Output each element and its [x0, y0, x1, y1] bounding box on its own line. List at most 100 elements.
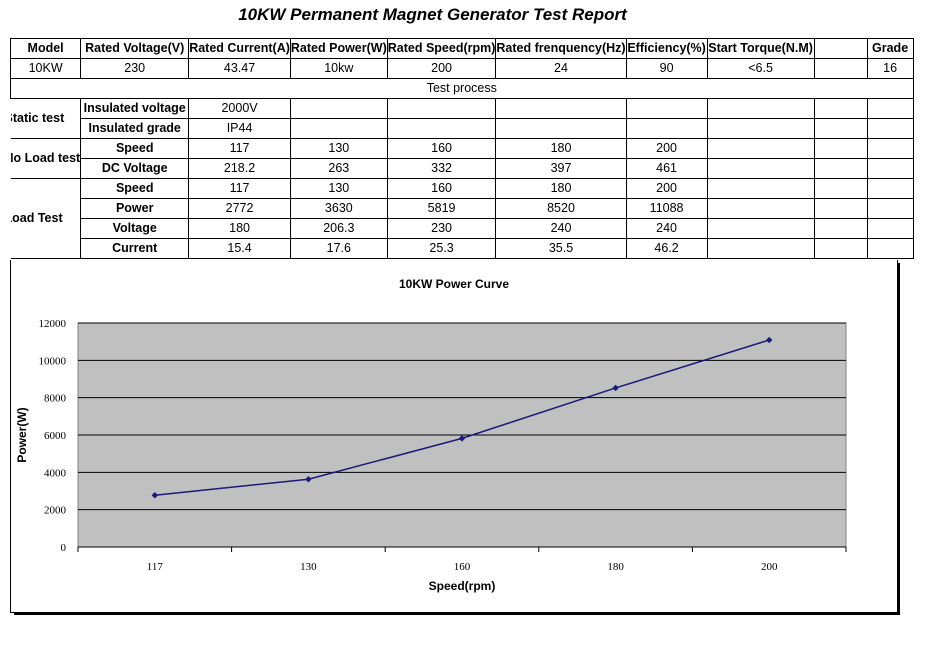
- table-row: Voltage 180 206.3 230 240 240: [11, 218, 914, 239]
- data-cell: 332: [386, 158, 497, 179]
- x-tick-label: 160: [454, 561, 471, 573]
- data-cell: IP44: [188, 118, 291, 139]
- header-cell: [813, 38, 868, 59]
- value-cell: [813, 58, 868, 79]
- data-point: [305, 476, 312, 483]
- data-cell: 461: [625, 158, 708, 179]
- data-cell: 11088: [625, 198, 708, 219]
- table-row: Load Test Speed 117 130 160 180 200: [10, 178, 914, 259]
- value-cell: 90: [625, 58, 708, 79]
- value-cell: 10KW: [9, 58, 82, 79]
- data-cell: 240: [625, 218, 708, 239]
- row-label: Power: [80, 198, 190, 219]
- table-row: Current 15.4 17.6 25.3 35.5 46.2: [11, 238, 914, 259]
- chart-panel: 10KW Power Curve 0 2000 4000 6000 8000 10000 12…: [10, 260, 898, 613]
- y-tick-label: 12000: [39, 318, 67, 330]
- table-row: Insulated grade IP44: [11, 118, 914, 139]
- chart-shadow: [897, 263, 900, 615]
- data-cell: 2000V: [188, 98, 291, 119]
- data-cell: 263: [289, 158, 388, 179]
- spec-table: Model Rated Voltage(V) Rated Current(A) …: [9, 38, 914, 259]
- table-row: Static test Insulated voltage 2000V: [10, 98, 914, 139]
- chart-shadow: [14, 612, 900, 615]
- header-cell: Rated frenquency(Hz): [495, 38, 627, 59]
- row-label: Voltage: [80, 218, 190, 239]
- value-cell: 43.47: [188, 58, 291, 79]
- data-cell: 8520: [495, 198, 627, 219]
- data-cell: 15.4: [188, 238, 291, 259]
- value-cell: 16: [866, 58, 914, 79]
- row-label: Insulated grade: [80, 118, 190, 139]
- spec-value-row: 10KW 230 43.47 10kw 200 24 90 <6.5 16: [9, 58, 914, 79]
- data-cell: 180: [188, 218, 291, 239]
- data-cell: 230: [386, 218, 497, 239]
- y-tick-label: 10000: [39, 355, 67, 367]
- data-cell: 35.5: [495, 238, 627, 259]
- row-label: Speed: [80, 178, 190, 199]
- y-tick-label: 8000: [44, 393, 67, 405]
- row-label: Speed: [80, 138, 190, 159]
- x-tick-label: 117: [147, 561, 164, 573]
- section-load-test: Load Test: [10, 178, 82, 259]
- data-cell: 117: [188, 138, 291, 159]
- header-cell: Rated Power(W): [289, 38, 388, 59]
- value-cell: 10kw: [289, 58, 388, 79]
- data-cell: 240: [495, 218, 627, 239]
- test-process-label: Test process: [10, 78, 914, 99]
- table-row: DC Voltage 218.2 263 332 397 461: [11, 158, 914, 179]
- row-label: DC Voltage: [80, 158, 190, 179]
- data-cell: 5819: [386, 198, 497, 219]
- table-row: Power 2772 3630 5819 8520 11088: [11, 198, 914, 219]
- data-cell: 46.2: [625, 238, 708, 259]
- data-cell: 200: [625, 138, 708, 159]
- table-row: No Load test Speed 117 130 160 180 200: [10, 138, 914, 179]
- data-cell: 206.3: [289, 218, 388, 239]
- data-cell: 25.3: [386, 238, 497, 259]
- y-tick-label: 6000: [44, 430, 67, 442]
- chart-title: 10KW Power Curve: [399, 277, 509, 291]
- header-cell: Rated Speed(rpm): [386, 38, 497, 59]
- data-cell: 397: [495, 158, 627, 179]
- row-label: Insulated voltage: [80, 98, 190, 119]
- test-process-row: Test process: [10, 78, 914, 99]
- header-cell: Start Torque(N.M): [706, 38, 815, 59]
- x-axis-label: Speed(rpm): [429, 579, 496, 593]
- data-cell: 130: [289, 138, 388, 159]
- data-cell: 117: [188, 178, 291, 199]
- data-cell: 130: [289, 178, 388, 199]
- value-cell: <6.5: [706, 58, 815, 79]
- y-axis-label: Power(W): [15, 407, 29, 462]
- x-tick-label: 180: [607, 561, 624, 573]
- header-cell: Rated Current(A): [188, 38, 291, 59]
- value-cell: 230: [80, 58, 190, 79]
- y-tick-label: 2000: [44, 505, 67, 517]
- y-tick-label: 4000: [44, 467, 67, 479]
- data-cell: 218.2: [188, 158, 291, 179]
- data-cell: 17.6: [289, 238, 388, 259]
- x-tick-label: 130: [300, 561, 317, 573]
- data-point: [766, 336, 773, 344]
- section-static-test: Static test: [10, 98, 82, 139]
- y-tick-label: 0: [61, 542, 67, 554]
- data-cell: 160: [386, 178, 497, 199]
- header-cell: Rated Voltage(V): [80, 38, 190, 59]
- row-label: Current: [80, 238, 190, 259]
- value-cell: 200: [386, 58, 497, 79]
- value-cell: 24: [495, 58, 627, 79]
- power-curve-chart: 10KW Power Curve 0 2000 4000 6000 8000 10000 12…: [15, 277, 847, 593]
- data-point: [151, 492, 158, 499]
- section-no-load-test: No Load test: [10, 138, 82, 179]
- data-point: [458, 435, 466, 442]
- data-cell: 3630: [289, 198, 388, 219]
- x-tick-label: 200: [761, 561, 778, 573]
- header-cell: Efficiency(%): [625, 38, 708, 59]
- data-cell: 200: [625, 178, 708, 199]
- header-cell: Model: [9, 38, 82, 59]
- header-cell: Grade: [866, 38, 914, 59]
- spec-header-row: Model Rated Voltage(V) Rated Current(A) …: [9, 38, 914, 59]
- data-point: [612, 384, 619, 392]
- data-cell: 180: [495, 138, 627, 159]
- report-title: 10KW Permanent Magnet Generator Test Rep…: [238, 5, 627, 24]
- data-cell: 180: [495, 178, 627, 199]
- data-cell: 160: [386, 138, 497, 159]
